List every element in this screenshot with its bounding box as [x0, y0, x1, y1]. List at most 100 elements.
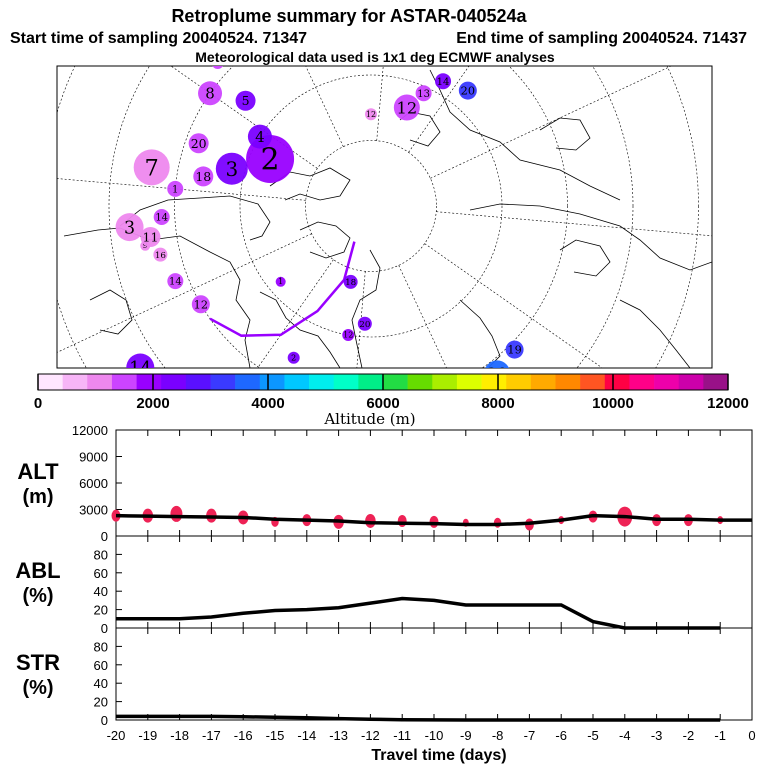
colorbar-label: Altitude (m) [323, 410, 415, 428]
plume-marker-label: 2 [261, 143, 280, 178]
series-line [116, 596, 721, 630]
coastline [619, 299, 691, 368]
colorbar-swatch [383, 374, 408, 390]
plume-marker-label: 14 [278, 457, 303, 481]
x-tick-label: -5 [587, 728, 599, 743]
y-tick-label: 0 [101, 529, 108, 544]
colorbar-swatch [259, 374, 285, 390]
plume-marker: 12 [393, 94, 420, 121]
plume-marker: 4 [247, 124, 272, 149]
plume-marker-label: 3 [225, 157, 238, 181]
series-line [116, 714, 721, 722]
x-tick-label: -20 [107, 728, 126, 743]
x-tick-label: 0 [748, 728, 755, 743]
plume-marker-label: 14 [437, 77, 450, 88]
plume-marker-label: 4 [255, 128, 265, 146]
coastline [459, 299, 501, 368]
plume-marker-label: 3 [124, 218, 135, 238]
meridian-line [305, 66, 344, 147]
plume-marker-label: 11 [143, 229, 159, 244]
plume-marker: 20 [485, 360, 509, 383]
plume-marker-label: 7 [145, 155, 159, 181]
colorbar-swatch [580, 374, 606, 390]
colorbar-swatch [87, 374, 113, 390]
colorbar-swatch [555, 374, 581, 390]
plume-marker: 15 [325, 467, 349, 491]
colorbar-swatch [185, 374, 211, 390]
plume-marker: 13 [415, 85, 432, 102]
polar-map: 2019181716151114201213151422018121121416… [56, 65, 713, 491]
panel-ylabel: (%) [22, 585, 53, 607]
meridian-line [170, 66, 318, 169]
colorbar-swatch [309, 374, 335, 390]
x-tick-label: -16 [234, 728, 253, 743]
plume-marker: 12 [342, 329, 355, 342]
plume-marker-label: 20 [487, 364, 508, 383]
colorbar-swatch [136, 374, 162, 390]
x-tick-label: -4 [619, 728, 631, 743]
x-tick-label: -14 [297, 728, 316, 743]
plume-marker: 14 [435, 73, 452, 90]
colorbar-swatch [111, 374, 137, 390]
coastline [119, 195, 271, 241]
colorbar-swatch [358, 374, 384, 390]
plume-marker: 8 [198, 81, 223, 106]
coastline [299, 221, 351, 259]
end-time-label: End time of sampling 20040524. 71437 [456, 30, 747, 47]
colorbar-swatch [629, 374, 655, 390]
series-line [115, 513, 752, 527]
colorbar-swatch [432, 374, 458, 390]
plume-marker-label: 12 [226, 430, 248, 450]
colorbar-swatch [333, 374, 359, 390]
plume-marker: 14 [126, 353, 155, 368]
plume-marker: 12 [365, 108, 377, 121]
x-tick-label: -7 [524, 728, 536, 743]
plume-marker: 12 [223, 425, 251, 453]
y-tick-label: 80 [94, 639, 108, 654]
plume-marker: 1 [275, 276, 286, 287]
coastline [351, 249, 381, 368]
plume-marker-label: 12 [343, 331, 353, 340]
time-series-panels: 030006000900012000ALT(m)020406080ABL(%)0… [15, 423, 755, 764]
colorbar-tick-label: 12000 [707, 395, 749, 412]
colorbar-tick-label: 6000 [366, 395, 399, 412]
latitude-circle [174, 66, 568, 368]
x-tick-label: -6 [555, 728, 567, 743]
y-tick-label: 3000 [79, 503, 108, 518]
x-tick-label: -1 [714, 728, 726, 743]
latitude-circle [239, 74, 503, 338]
meridian-line [436, 211, 712, 237]
colorbar-swatch [161, 374, 187, 390]
plume-marker-label: 9 [143, 241, 148, 250]
plume-marker-label: 14 [155, 213, 168, 224]
plume-marker: 5 [235, 90, 256, 111]
coastline [429, 69, 621, 201]
x-tick-label: -3 [651, 728, 663, 743]
y-tick-label: 6000 [79, 476, 108, 491]
panel-ylabel: (%) [22, 677, 53, 699]
x-axis-label: Travel time (days) [371, 747, 506, 764]
colorbar-swatch [530, 374, 556, 390]
colorbar-swatch [506, 374, 532, 390]
met-data-label: Meteorological data used is 1x1 deg ECMW… [195, 49, 555, 65]
meridian-line [356, 271, 366, 368]
colorbar-swatch [235, 374, 261, 390]
colorbar-swatch [703, 374, 729, 390]
plume-marker-label: 20 [191, 136, 207, 151]
x-tick-label: -12 [361, 728, 380, 743]
coastline [259, 291, 341, 368]
colorbar-swatch [604, 374, 630, 390]
coastline [559, 239, 611, 277]
start-time-label: Start time of sampling 20040524. 71347 [10, 30, 307, 47]
y-tick-label: 60 [94, 658, 108, 673]
plume-markers: 2019181716151114201213151422018121121416… [115, 66, 524, 491]
x-tick-label: -13 [329, 728, 348, 743]
plume-marker-label: 15 [181, 405, 206, 429]
plume-trajectory [209, 241, 356, 337]
plume-marker: 18 [193, 166, 214, 187]
x-tick-label: -10 [425, 728, 444, 743]
plume-marker-label: 18 [195, 169, 211, 184]
plume-marker-label: 8 [205, 85, 215, 103]
map-graticule [57, 66, 712, 368]
